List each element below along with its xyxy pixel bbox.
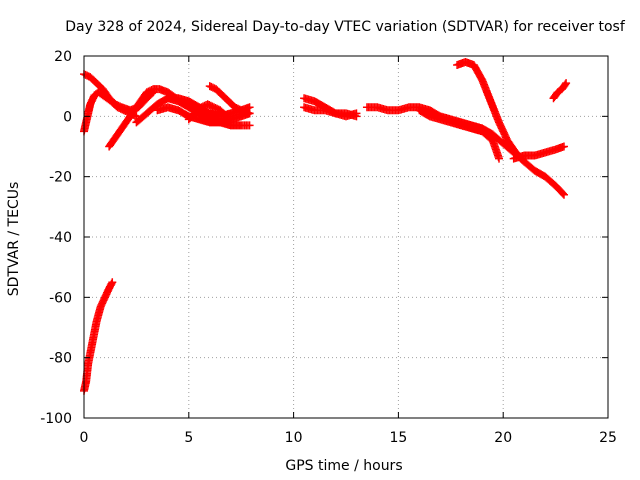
trace-marker (234, 104, 243, 113)
y-tick-label: -80 (49, 351, 72, 367)
series-arc-8 (205, 82, 254, 118)
trace-marker (194, 105, 203, 114)
x-tick-label: 5 (184, 430, 193, 446)
trace-marker (116, 104, 125, 113)
trace-marker (100, 92, 109, 101)
trace-marker (206, 101, 215, 110)
trace-marker (221, 111, 230, 120)
trace-marker (146, 86, 155, 95)
trace-marker (203, 113, 212, 122)
x-axis-label: GPS time / hours (285, 458, 402, 474)
trace-marker (104, 95, 113, 104)
trace-marker (350, 111, 359, 120)
trace-marker (476, 73, 485, 82)
series-arc-16 (549, 79, 571, 103)
series-arc-1 (80, 278, 117, 395)
trace-marker (111, 100, 120, 109)
x-tick-label: 20 (494, 430, 512, 446)
series-arc-4 (105, 85, 181, 151)
series-arc-11 (300, 103, 361, 121)
chart-title: Day 328 of 2024, Sidereal Day-to-day VTE… (65, 19, 626, 35)
trace-marker (244, 108, 253, 117)
trace-marker (215, 88, 224, 97)
y-tick-label: -20 (49, 170, 72, 186)
trace-marker (220, 109, 229, 118)
y-tick-label: -40 (49, 230, 72, 246)
series-arc-7 (163, 94, 254, 130)
trace-marker (423, 110, 432, 119)
axis-ticks: 0 5 10 15 20 25 -100 -80 -60 -40 -20 0 20 (40, 49, 617, 446)
trace-marker (228, 100, 237, 109)
y-tick-label: -100 (40, 411, 72, 427)
trace-marker (560, 81, 569, 90)
y-axis-label: SDTVAR / TECUs (6, 182, 22, 297)
trace-marker (106, 281, 115, 290)
trace-marker (558, 189, 567, 198)
series-arc-9 (184, 100, 231, 124)
x-tick-label: 0 (80, 430, 89, 446)
trace-marker (213, 104, 222, 113)
trace-marker (561, 80, 570, 89)
series-arc-14 (453, 58, 529, 166)
y-tick-label: -60 (49, 290, 72, 306)
trace-marker (558, 143, 567, 152)
grid-lines (84, 56, 608, 418)
y-tick-label: 20 (54, 49, 72, 65)
series-arc-13 (415, 106, 504, 163)
trace-marker (188, 111, 197, 120)
trace-marker (96, 89, 105, 98)
trace-marker (208, 83, 217, 92)
trace-marker (90, 76, 99, 85)
trace-marker (494, 153, 503, 162)
data-points (80, 58, 571, 395)
series-arc-15 (509, 142, 568, 163)
x-tick-label: 25 (599, 430, 617, 446)
x-tick-label: 15 (389, 430, 407, 446)
trace-marker (222, 94, 231, 103)
trace-marker (243, 121, 252, 130)
trace-marker (557, 188, 566, 197)
y-tick-label: 0 (63, 109, 72, 125)
x-tick-label: 10 (285, 430, 303, 446)
trace-marker (107, 279, 116, 288)
